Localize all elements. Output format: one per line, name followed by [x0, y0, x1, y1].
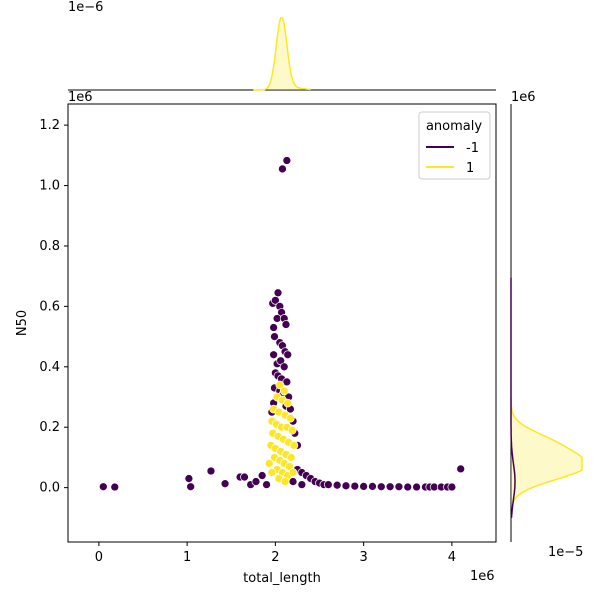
- right-marginal-kde-line: [510, 397, 583, 504]
- point-anomaly-1: [267, 468, 277, 477]
- point-anomaly-1: [287, 425, 297, 435]
- point-anomaly-neg1: [271, 295, 280, 305]
- point-anomaly-neg1: [262, 480, 271, 489]
- point-anomaly-neg1: [270, 332, 279, 341]
- point-anomaly-neg1: [184, 474, 194, 483]
- point-anomaly-neg1: [350, 481, 360, 491]
- point-anomaly-neg1: [281, 320, 291, 329]
- y-tick-label: 1.2: [39, 118, 60, 133]
- point-anomaly-1: [264, 459, 274, 468]
- x-axis-label: total_length: [243, 571, 321, 586]
- point-anomaly-neg1: [206, 466, 216, 476]
- point-anomaly-neg1: [283, 350, 293, 360]
- point-anomaly-neg1: [323, 480, 333, 489]
- x-tick-label: 4: [448, 550, 456, 565]
- point-anomaly-1: [288, 468, 298, 477]
- point-anomaly-neg1: [269, 350, 278, 360]
- point-anomaly-neg1: [240, 472, 249, 482]
- point-anomaly-neg1: [403, 482, 413, 492]
- top-marginal: 1e−6: [68, 0, 496, 91]
- y-offset-label: 1e6: [68, 90, 93, 105]
- point-anomaly-neg1: [394, 482, 404, 492]
- y-tick-label: 1.0: [39, 179, 60, 194]
- point-anomaly-neg1: [257, 471, 267, 480]
- point-anomaly-neg1: [110, 482, 120, 492]
- y-tick-label: 0.4: [39, 360, 60, 375]
- point-anomaly-neg1: [251, 477, 261, 486]
- point-anomaly-1: [289, 440, 299, 450]
- point-anomaly-1: [275, 380, 285, 390]
- x-axis-ticks: 0 1 2 3 4: [95, 542, 456, 565]
- right-marginal-offset-label: 1e−5: [548, 545, 583, 560]
- legend-title: anomaly: [426, 119, 482, 134]
- x-tick-label: 3: [359, 550, 367, 565]
- legend: anomaly -1 1: [418, 111, 491, 180]
- point-anomaly-neg1: [376, 482, 386, 492]
- point-anomaly-neg1: [186, 482, 196, 492]
- point-anomaly-neg1: [385, 482, 395, 492]
- point-anomaly-neg1: [447, 482, 457, 492]
- point-anomaly-neg1: [282, 156, 292, 165]
- x-tick-label: 0: [95, 550, 103, 565]
- main-plot-frame: [67, 103, 497, 543]
- y-axis-label: N50: [15, 310, 30, 336]
- legend-label-neg1: -1: [466, 141, 479, 156]
- point-anomaly-1: [280, 477, 290, 486]
- y-axis-ticks: 0.0 0.2 0.4 0.6 0.8 1.0 1.2: [39, 118, 68, 496]
- right-marginal-top-offset-label: 1e6: [511, 90, 536, 105]
- x-tick-label: 2: [271, 550, 279, 565]
- point-anomaly-1: [279, 386, 289, 396]
- top-marginal-kde-line: [253, 17, 311, 91]
- point-anomaly-1: [286, 413, 295, 423]
- legend-label-1: 1: [466, 161, 474, 176]
- y-tick-label: 0.8: [39, 239, 60, 254]
- point-anomaly-1: [283, 398, 293, 408]
- point-anomaly-1: [286, 453, 296, 462]
- point-anomaly-neg1: [279, 362, 289, 372]
- point-anomaly-neg1: [456, 464, 466, 474]
- legend-box: [418, 111, 491, 180]
- right-marginal: 1e6 1e−5: [510, 90, 583, 560]
- point-anomaly-neg1: [220, 479, 230, 489]
- main-plot: 0 1 2 3 4 0.0 0.2 0.4 0.6 0.8 1.0 1.2 total_length…: [15, 90, 497, 586]
- right-marginal-kde-purple-line: [510, 277, 516, 518]
- top-marginal-offset-label: 1e−6: [68, 0, 103, 15]
- point-anomaly-neg1: [368, 482, 377, 491]
- x-offset-label: 1e6: [470, 569, 495, 584]
- y-tick-label: 0.2: [39, 420, 60, 435]
- point-anomaly-neg1: [98, 482, 108, 492]
- y-tick-label: 0.0: [39, 481, 60, 496]
- point-anomaly-neg1: [297, 480, 307, 489]
- y-tick-label: 0.6: [39, 299, 60, 314]
- point-anomaly-neg1: [412, 482, 421, 492]
- point-anomaly-neg1: [278, 164, 287, 174]
- point-anomaly-neg1: [359, 482, 368, 491]
- x-tick-label: 1: [183, 550, 191, 565]
- point-anomaly-neg1: [332, 480, 342, 490]
- point-anomaly-neg1: [341, 481, 351, 491]
- top-marginal-kde-fill: [253, 18, 311, 90]
- scatter-points: [98, 156, 466, 492]
- point-anomaly-neg1: [269, 323, 278, 332]
- point-anomaly-neg1: [273, 288, 283, 298]
